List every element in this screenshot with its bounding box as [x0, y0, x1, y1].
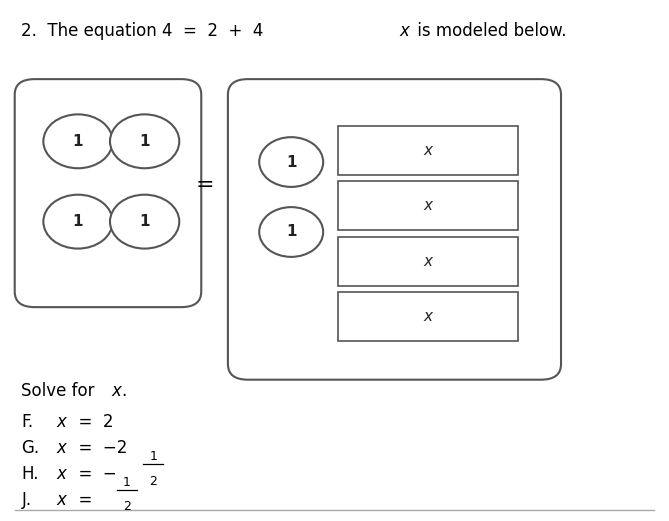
Text: x: x [111, 382, 121, 400]
Text: 2: 2 [149, 475, 157, 488]
Text: x: x [56, 491, 66, 509]
Text: =  2: = 2 [68, 413, 114, 431]
Text: =: = [68, 491, 92, 509]
Text: Solve for: Solve for [21, 382, 100, 400]
Text: x: x [423, 199, 432, 213]
Text: x: x [56, 439, 66, 457]
Circle shape [43, 115, 112, 168]
Text: =: = [195, 176, 214, 195]
Text: 2: 2 [122, 501, 130, 513]
Text: 1: 1 [73, 214, 83, 229]
Text: x: x [56, 465, 66, 483]
Circle shape [110, 195, 179, 249]
Text: x: x [423, 143, 432, 158]
FancyBboxPatch shape [338, 237, 518, 286]
Text: 1: 1 [286, 155, 296, 169]
Circle shape [259, 207, 323, 257]
Circle shape [110, 115, 179, 168]
Text: F.: F. [21, 413, 33, 431]
FancyBboxPatch shape [228, 79, 561, 380]
Text: x: x [423, 309, 432, 324]
Text: H.: H. [21, 465, 39, 483]
Text: x: x [423, 254, 432, 269]
Text: =  −2: = −2 [68, 439, 127, 457]
Text: G.: G. [21, 439, 39, 457]
FancyBboxPatch shape [338, 292, 518, 341]
Text: x: x [56, 413, 66, 431]
Text: 1: 1 [122, 476, 130, 489]
Text: 1: 1 [73, 134, 83, 149]
Text: 1: 1 [139, 214, 150, 229]
Text: 1: 1 [149, 450, 157, 463]
Circle shape [43, 195, 112, 249]
FancyBboxPatch shape [15, 79, 201, 307]
Text: is modeled below.: is modeled below. [413, 22, 567, 40]
Text: 1: 1 [139, 134, 150, 149]
Text: =  −: = − [68, 465, 117, 483]
FancyBboxPatch shape [338, 181, 518, 230]
Text: 1: 1 [286, 225, 296, 240]
Circle shape [259, 137, 323, 187]
Text: x: x [400, 22, 409, 40]
Text: .: . [121, 382, 126, 400]
Text: J.: J. [21, 491, 31, 509]
Text: 2.  The equation 4  =  2  +  4: 2. The equation 4 = 2 + 4 [21, 22, 264, 40]
FancyBboxPatch shape [338, 126, 518, 175]
